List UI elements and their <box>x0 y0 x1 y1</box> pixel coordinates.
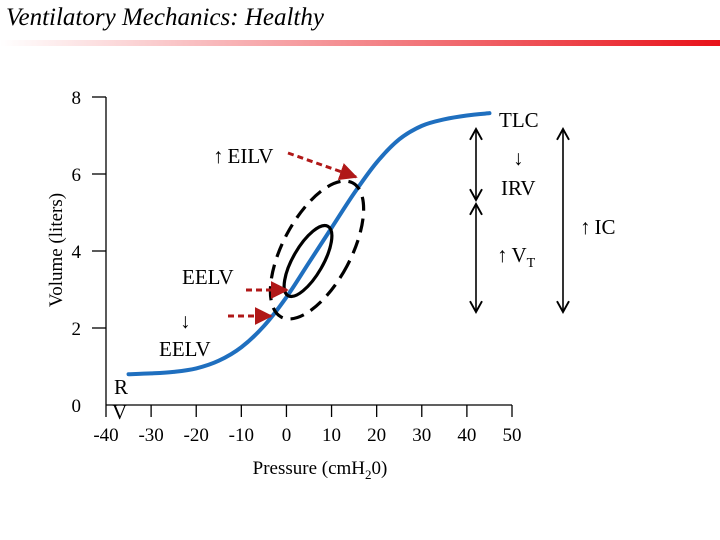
outer-dashed-loop <box>268 179 366 321</box>
pressure-volume-curve <box>126 111 492 377</box>
eilv-label: ↑ EILV <box>213 144 273 168</box>
eilv-pointer-arrow <box>287 151 358 181</box>
rv-label-r: R <box>114 375 128 399</box>
irv-label: IRV <box>501 176 535 200</box>
y-tick-label: 6 <box>72 165 82 186</box>
ic-label: ↑ IC <box>580 215 616 239</box>
eelv-lower-label: EELV <box>159 337 211 361</box>
y-ticks: 0 2 4 6 8 <box>72 88 106 417</box>
rv-label-v: V <box>112 400 127 424</box>
x-tick-label: 0 <box>282 425 292 446</box>
x-tick-label: -30 <box>138 425 163 446</box>
y-tick-label: 2 <box>72 319 82 340</box>
tlc-label: TLC <box>499 108 539 132</box>
y-axis-label: Volume (liters) <box>46 193 67 307</box>
x-tick-label: 20 <box>367 425 386 446</box>
slide-title: Ventilatory Mechanics: Healthy <box>6 4 324 31</box>
eelv-down-arrow: ↓ <box>180 309 191 333</box>
x-tick-label: 10 <box>322 425 341 446</box>
x-axis-label: Pressure (cmH20) <box>253 458 388 482</box>
vt-label: ↑ VT <box>497 243 536 271</box>
x-tick-label: 30 <box>412 425 431 446</box>
eelv-upper-label: EELV <box>182 265 234 289</box>
x-tick-label: 50 <box>503 425 522 446</box>
irv-down-arrow: ↓ <box>513 146 524 170</box>
x-tick-label: -20 <box>184 425 209 446</box>
y-tick-label: 8 <box>72 88 82 109</box>
x-tick-label: -40 <box>93 425 118 446</box>
x-tick-label: 40 <box>457 425 476 446</box>
y-tick-label: 4 <box>72 242 82 263</box>
title-underline <box>0 40 720 46</box>
y-tick-label: 0 <box>72 396 82 417</box>
x-tick-label: -10 <box>229 425 254 446</box>
x-ticks: -40 -30 -20 -10 0 10 20 30 40 50 <box>93 405 522 446</box>
